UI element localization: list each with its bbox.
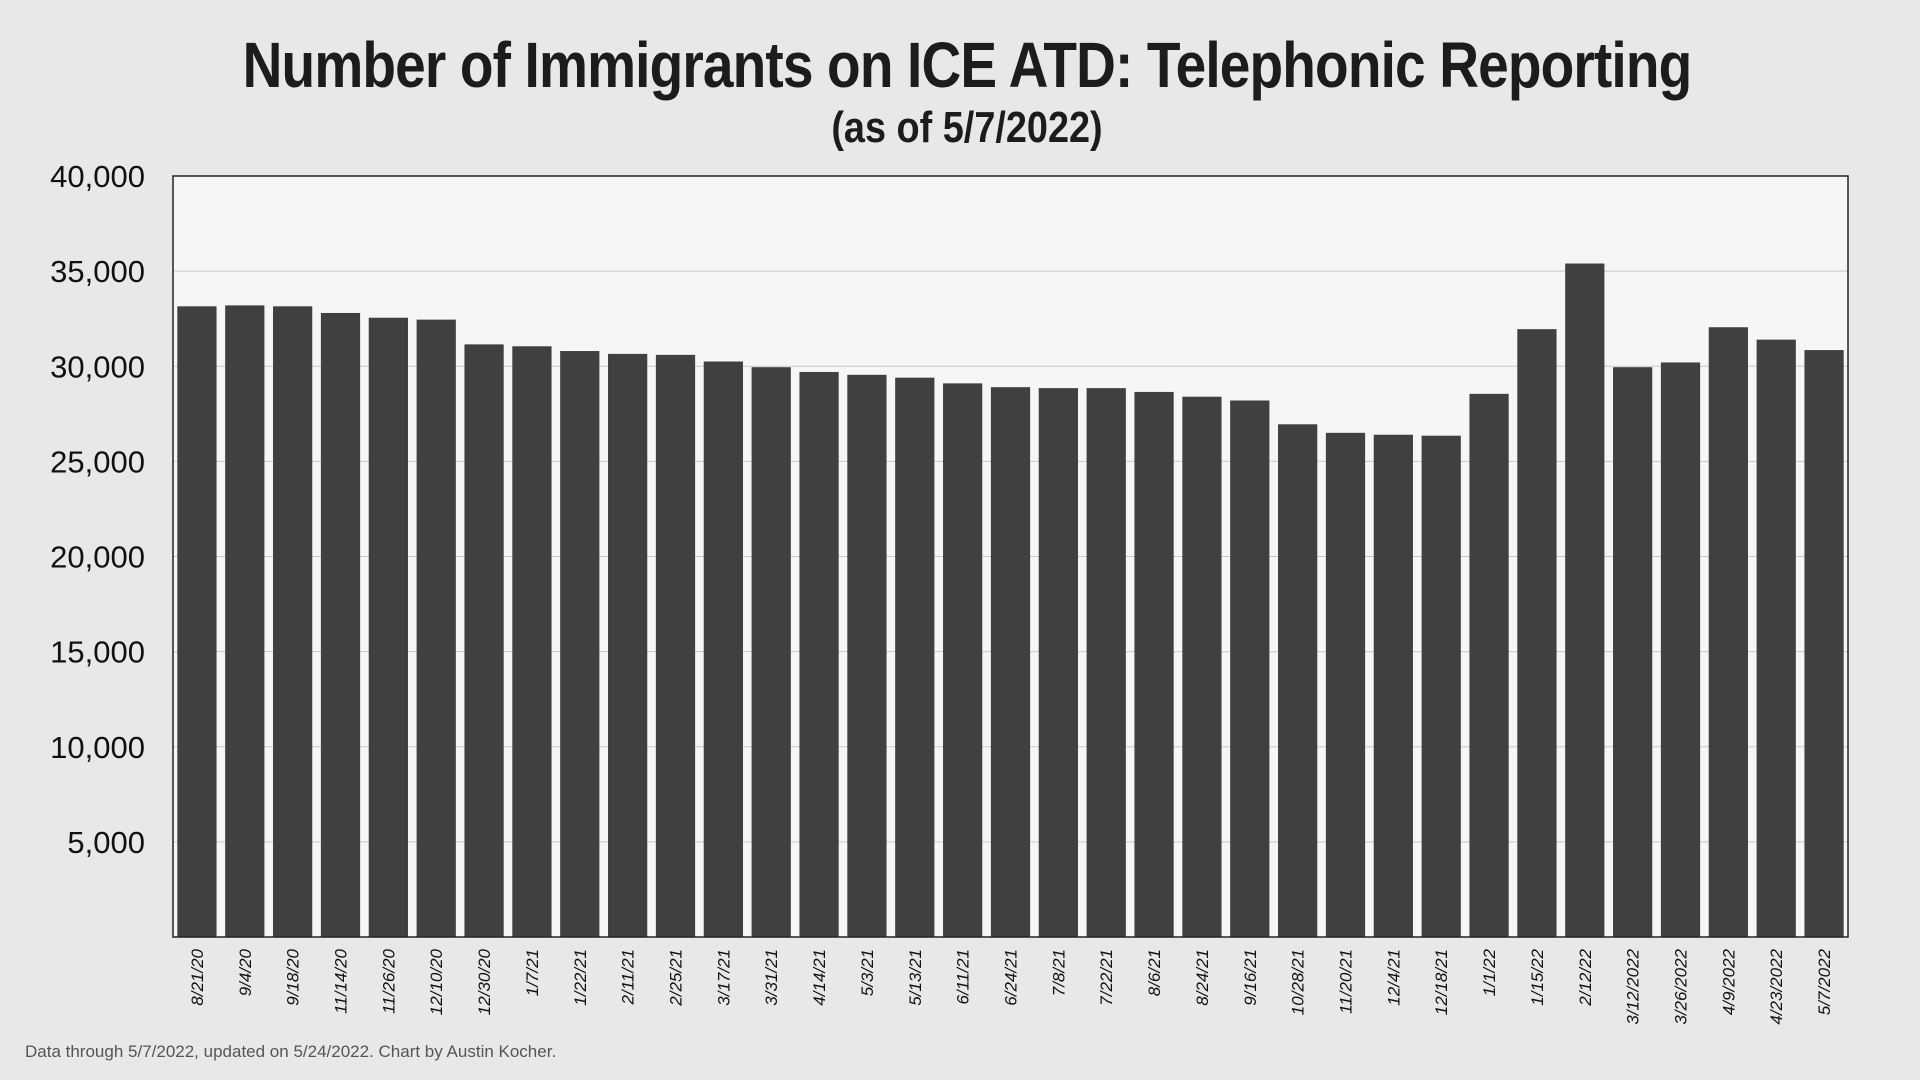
bar [1134,391,1174,938]
bar [1086,388,1126,937]
bar [1421,435,1461,937]
chart-title: Number of Immigrants on ICE ATD: Telepho… [242,29,1693,101]
x-tick-label: 8/21/20 [188,948,207,1005]
bar [1613,367,1653,937]
y-tick-label: 5,000 [67,825,145,860]
bar [1182,396,1222,937]
x-tick-label: 5/7/2022 [1815,948,1834,1015]
bar [1325,432,1366,937]
x-tick-label: 6/11/21 [954,949,973,1004]
bar [1756,339,1796,937]
x-tick-label: 12/30/20 [475,948,494,1015]
footer-note: Data through 5/7/2022, updated on 5/24/2… [25,1042,557,1061]
bar [655,354,696,938]
x-tick-label: 1/22/21 [571,949,590,1006]
y-tick-label: 10,000 [50,730,145,765]
bar [1469,393,1509,937]
x-tick-label: 8/24/21 [1193,949,1212,1006]
y-tick-label: 25,000 [50,444,145,479]
x-tick-label: 8/6/21 [1145,949,1164,996]
bar [1278,424,1318,937]
bar [1708,327,1748,937]
bar [320,312,361,938]
bar [512,346,552,937]
x-tick-label: 10/28/21 [1289,949,1308,1015]
x-tick-label: 9/4/20 [236,948,255,996]
bar [1038,388,1078,937]
x-tick-label: 7/22/21 [1097,949,1116,1006]
bar [177,306,217,937]
x-tick-label: 1/7/21 [523,949,542,996]
bar [990,387,1031,937]
x-tick-label: 12/4/21 [1384,949,1403,1006]
bar [464,344,504,938]
bar [560,351,600,937]
y-tick-label: 35,000 [50,254,145,289]
bar [799,371,839,937]
x-tick-label: 1/1/22 [1480,948,1499,996]
bar [1804,350,1844,937]
y-tick-label: 30,000 [50,349,145,384]
bar [273,306,313,937]
bar [225,305,265,937]
x-tick-label: 3/17/21 [714,949,733,1006]
x-tick-label: 2/12/22 [1576,948,1595,1006]
x-tick-label: 7/8/21 [1049,949,1068,996]
x-tick-label: 6/24/21 [1002,949,1021,1006]
bar [1373,434,1413,937]
bar [416,319,456,937]
bar [1565,263,1605,937]
bar [703,361,743,937]
x-tick-label: 3/26/2022 [1672,948,1691,1024]
bar [847,374,887,937]
bar [1230,400,1270,937]
x-tick-label: 4/9/2022 [1719,948,1738,1015]
x-tick-label: 11/14/20 [332,948,351,1013]
bar [895,377,935,937]
x-tick-label: 1/15/22 [1528,948,1547,1005]
x-tick-label: 2/25/21 [667,949,686,1007]
x-tick-label: 5/13/21 [906,949,925,1006]
y-tick-label: 15,000 [50,635,145,670]
x-tick-label: 9/18/20 [284,948,303,1005]
x-tick-label: 4/23/2022 [1767,948,1786,1024]
x-tick-label: 3/12/2022 [1624,948,1643,1024]
x-tick-label: 12/18/21 [1432,949,1451,1015]
plot-border [172,175,1849,938]
x-tick-label: 3/31/21 [762,949,781,1006]
chart-subtitle: (as of 5/7/2022) [831,103,1103,152]
x-tick-label: 5/3/21 [858,949,877,996]
x-tick-label: 9/16/21 [1241,949,1260,1006]
x-tick-label: 4/14/21 [810,949,829,1006]
x-tick-label: 11/26/20 [379,948,398,1013]
bar [751,367,791,937]
x-tick-label: 11/20/21 [1337,949,1356,1014]
bar [1517,329,1557,937]
x-tick-label: 12/10/20 [427,948,446,1015]
bar [608,353,648,937]
x-tick-label: 2/11/21 [619,949,638,1005]
bar [1660,362,1701,937]
y-tick-label: 40,000 [50,159,145,194]
bar [943,383,983,937]
y-tick-label: 20,000 [50,540,145,575]
bar [368,317,408,938]
